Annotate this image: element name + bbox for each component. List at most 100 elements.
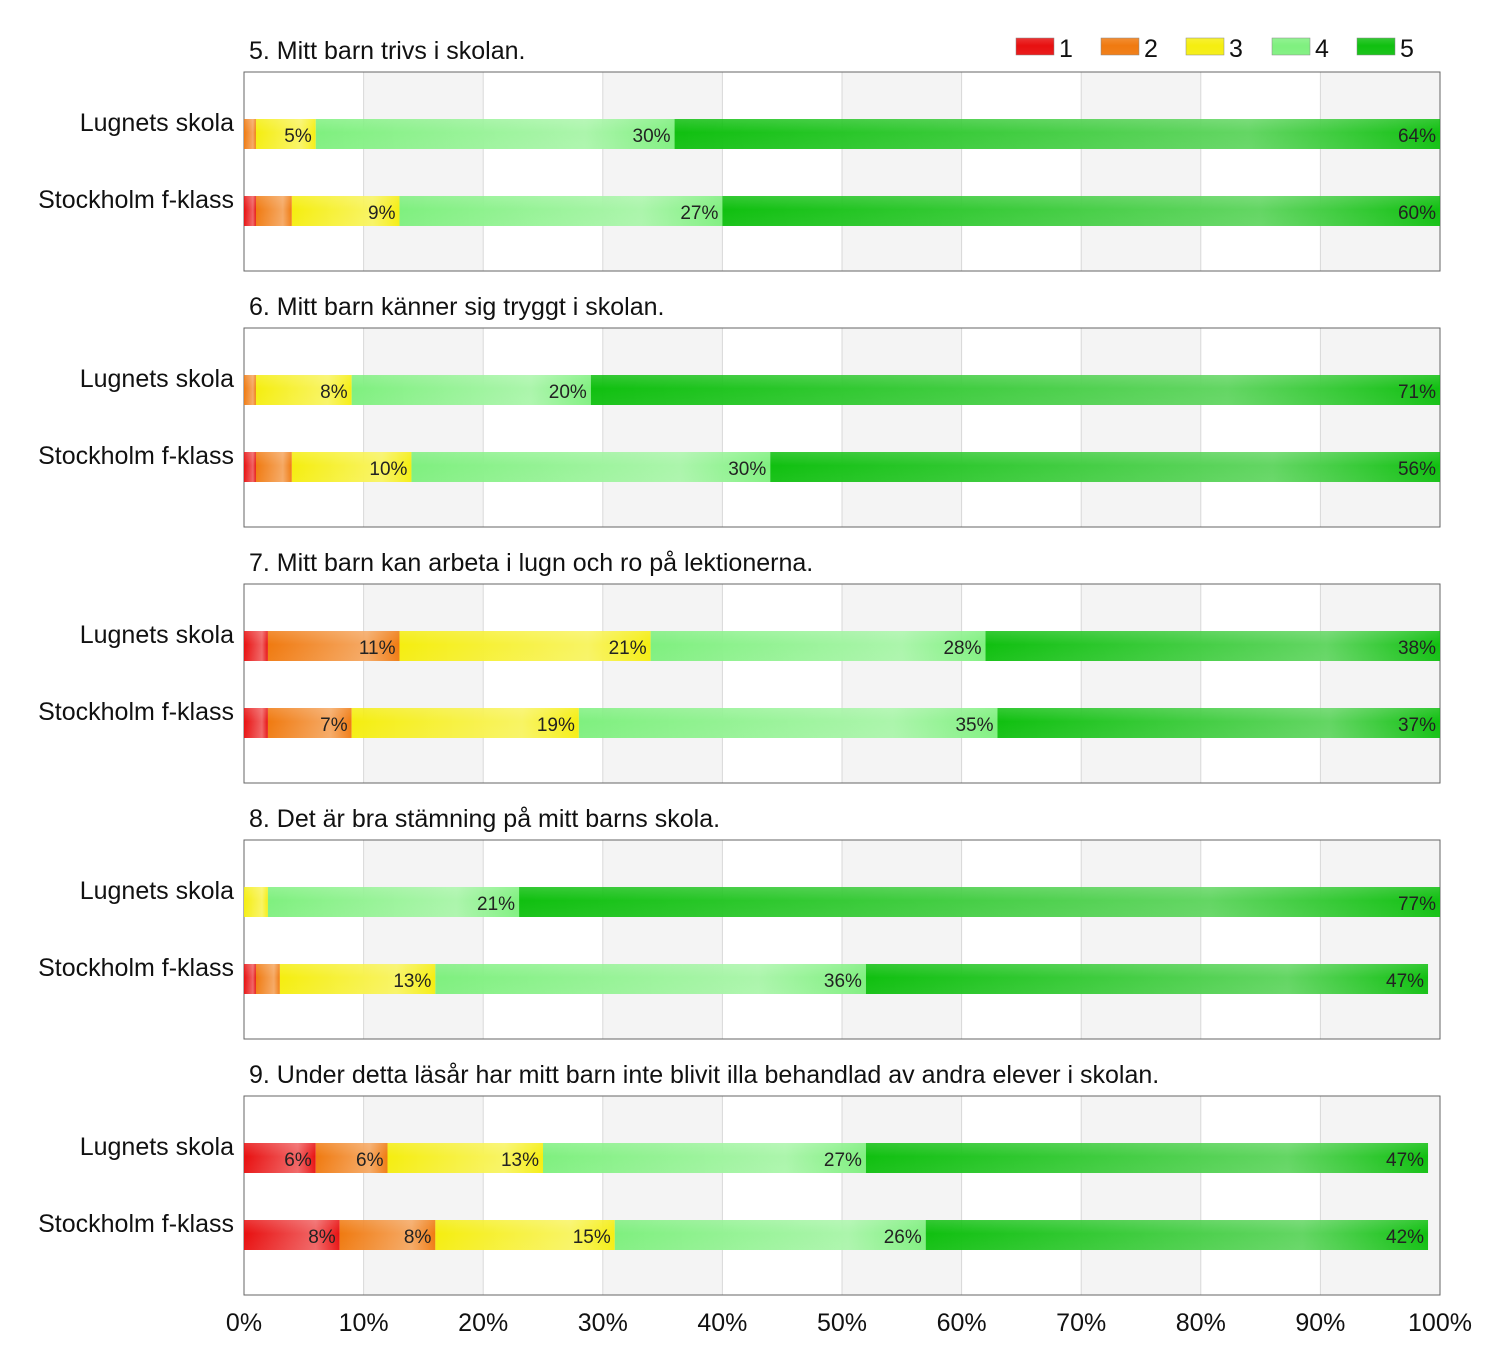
category-label: Lugnets skola	[80, 621, 234, 649]
plot-frame	[243, 71, 1441, 272]
bar-row: Lugnets skola 6% 6% 13% 27% 47%	[80, 1133, 1429, 1173]
x-tick-label: 70%	[1056, 1309, 1106, 1337]
x-axis: 0% 10% 20% 30% 40% 50% 60% 70% 80% 90% 100%	[226, 1309, 1472, 1337]
legend-swatch	[1015, 37, 1055, 56]
grid-band	[1081, 840, 1201, 1039]
data-label: 6%	[284, 1150, 312, 1171]
x-tick-label: 60%	[937, 1309, 987, 1337]
data-label: 42%	[1386, 1227, 1424, 1248]
data-label: 7%	[320, 715, 348, 736]
grid-band	[1320, 72, 1440, 271]
bar-segment-shine	[255, 375, 352, 405]
chart-panel: 6. Mitt barn känner sig tryggt i skolan.…	[38, 293, 1441, 528]
data-label: 47%	[1386, 1150, 1424, 1171]
legend-swatch	[1185, 37, 1225, 56]
grid-band	[363, 328, 484, 527]
grid-band	[842, 1096, 962, 1295]
bar-segment-shine	[255, 452, 292, 482]
x-tick-label: 0%	[226, 1309, 262, 1337]
bar-segment-shine	[543, 1143, 866, 1173]
grid-band	[1081, 584, 1201, 783]
legend-swatch	[1100, 37, 1140, 56]
panel-title: 6. Mitt barn känner sig tryggt i skolan.	[249, 293, 664, 321]
grid-band	[363, 72, 484, 271]
bar-segment-shine	[315, 1143, 388, 1173]
bar-segment-shine	[279, 964, 436, 994]
data-label: 30%	[728, 459, 766, 480]
chart-panels: 5. Mitt barn trivs i skolan. Lugnets skol…	[38, 37, 1441, 1296]
legend-item-2: 2	[1100, 35, 1158, 63]
bar-row: Lugnets skola 21% 77%	[80, 877, 1440, 917]
chart-panel: 5. Mitt barn trivs i skolan. Lugnets skol…	[38, 37, 1441, 272]
grid-band	[602, 72, 723, 271]
data-label: 26%	[884, 1227, 922, 1248]
bar-segment-shine	[399, 631, 651, 661]
bar-segment-shine	[590, 375, 1440, 405]
data-label: 35%	[955, 715, 993, 736]
bar-segment-shine	[267, 631, 400, 661]
bar-segment-shine	[291, 196, 400, 226]
grid-band	[363, 1096, 484, 1295]
x-tick-label: 100%	[1408, 1309, 1472, 1337]
data-label: 15%	[573, 1227, 611, 1248]
grid-band	[842, 72, 962, 271]
legend-label: 1	[1059, 35, 1073, 63]
bar-segment-shine	[435, 1220, 615, 1250]
bar-segment-shine	[614, 1220, 926, 1250]
category-label: Stockholm f-klass	[38, 954, 234, 982]
bar-segment-shine	[267, 887, 520, 917]
grid-band	[842, 584, 962, 783]
plot-frame	[243, 583, 1441, 784]
data-label: 20%	[549, 382, 587, 403]
x-tick-label: 50%	[817, 1309, 867, 1337]
data-label: 77%	[1398, 894, 1436, 915]
category-label: Stockholm f-klass	[38, 442, 234, 470]
grid-band	[602, 1096, 723, 1295]
bar-segment-shine	[244, 631, 268, 661]
x-tick-label: 10%	[339, 1309, 389, 1337]
x-tick-label: 90%	[1295, 1309, 1345, 1337]
data-label: 64%	[1398, 126, 1436, 147]
data-label: 8%	[320, 382, 348, 403]
bar-segment-shine	[674, 119, 1440, 149]
legend-item-4: 4	[1271, 35, 1329, 63]
legend-label: 4	[1315, 35, 1329, 63]
bar-segment-shine	[339, 1220, 436, 1250]
category-label: Lugnets skola	[80, 109, 234, 137]
bar-row: Stockholm f-klass 10% 30% 56%	[38, 442, 1440, 482]
data-label: 6%	[356, 1150, 384, 1171]
bar-row: Stockholm f-klass 7% 19% 35% 37%	[38, 698, 1440, 738]
data-label: 37%	[1398, 715, 1436, 736]
bar-segment-shine	[244, 452, 256, 482]
grid-band	[602, 840, 723, 1039]
bar-row: Lugnets skola 11% 21% 28% 38%	[80, 621, 1440, 661]
data-label: 27%	[680, 203, 718, 224]
chart-panel: 9. Under detta läsår har mitt barn inte …	[38, 1061, 1441, 1296]
data-label: 8%	[308, 1227, 336, 1248]
bar-row: Stockholm f-klass 9% 27% 60%	[38, 186, 1440, 226]
bar-segment-shine	[244, 1143, 316, 1173]
bar-segment-shine	[255, 196, 292, 226]
x-tick-label: 20%	[458, 1309, 508, 1337]
legend-item-1: 1	[1015, 35, 1073, 63]
bar-segment-shine	[865, 964, 1429, 994]
grid-band	[602, 328, 723, 527]
bar-row: Lugnets skola 8% 20% 71%	[80, 365, 1440, 405]
bar-segment-shine	[399, 196, 723, 226]
bar-segment-shine	[519, 887, 1440, 917]
legend-item-3: 3	[1185, 35, 1243, 63]
legend-label: 3	[1229, 35, 1243, 63]
bar-segment-shine	[770, 452, 1440, 482]
data-label: 19%	[537, 715, 575, 736]
bar-segment-shine	[244, 708, 268, 738]
legend-item-5: 5	[1356, 35, 1414, 63]
grid-band	[842, 328, 962, 527]
bar-segment-shine	[351, 375, 591, 405]
category-label: Stockholm f-klass	[38, 186, 234, 214]
category-label: Lugnets skola	[80, 877, 234, 905]
bar-segment-shine	[997, 708, 1440, 738]
grid-band	[1320, 840, 1440, 1039]
grid-band	[842, 840, 962, 1039]
data-label: 27%	[824, 1150, 862, 1171]
data-label: 47%	[1386, 971, 1424, 992]
